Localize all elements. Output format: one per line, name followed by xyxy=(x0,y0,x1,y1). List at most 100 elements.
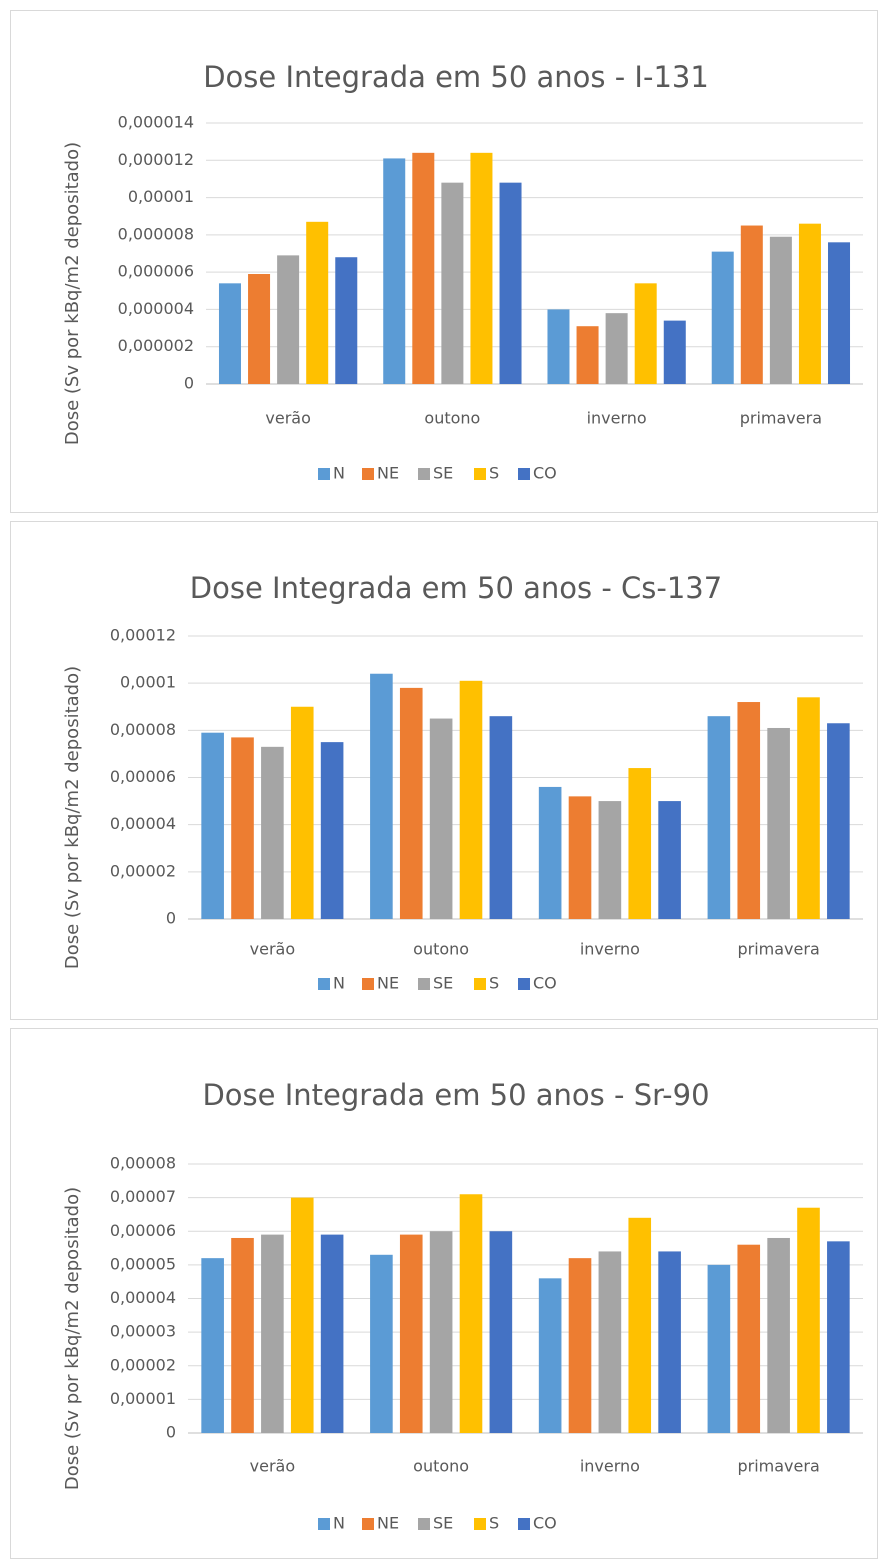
y-tick-label: 0,00008 xyxy=(110,1154,176,1173)
y-tick-label: 0,00004 xyxy=(110,1288,176,1307)
bar xyxy=(827,1241,850,1433)
bar xyxy=(767,1237,790,1433)
bar xyxy=(798,223,821,384)
y-tick-label: 0,000008 xyxy=(118,224,194,243)
bar xyxy=(605,313,628,384)
bar xyxy=(459,1194,483,1433)
legend-swatch xyxy=(362,978,374,990)
y-tick-label: 0,000014 xyxy=(118,113,194,132)
legend-swatch xyxy=(418,978,430,990)
bar xyxy=(201,732,224,919)
bar xyxy=(576,326,599,384)
legend-swatch xyxy=(518,1518,530,1530)
legend-label: NE xyxy=(377,1514,399,1533)
y-tick-label: 0 xyxy=(166,1423,176,1442)
y-tick-label: 0,000006 xyxy=(118,262,194,281)
x-tick-label: inverno xyxy=(587,409,647,428)
bar xyxy=(568,1258,592,1433)
y-tick-label: 0 xyxy=(166,909,176,928)
chart: Dose Integrada em 50 anos - I-131 Dose (S… xyxy=(62,60,863,483)
x-tick-label: inverno xyxy=(580,940,640,959)
y-tick-label: 0,00004 xyxy=(110,814,176,833)
x-tick-label: outono xyxy=(424,409,480,428)
chart-panel: Dose Integrada em 50 anos - Cs-137 Dose (… xyxy=(10,521,878,1020)
bar xyxy=(827,723,850,919)
chart: Dose Integrada em 50 anos - Sr-90 Dose (S… xyxy=(62,1078,863,1533)
bar xyxy=(711,251,734,384)
bar xyxy=(412,152,435,384)
bar xyxy=(568,796,592,919)
bar xyxy=(218,283,241,384)
y-tick-label: 0,00006 xyxy=(110,1221,176,1240)
bar xyxy=(429,1231,453,1433)
x-tick-label: inverno xyxy=(580,1457,640,1476)
bar xyxy=(737,702,761,919)
bar xyxy=(370,673,393,919)
bar xyxy=(499,182,522,384)
y-tick-label: 0,00001 xyxy=(110,1389,176,1408)
bar xyxy=(489,716,513,919)
legend-label: SE xyxy=(433,464,453,483)
bar xyxy=(370,1254,393,1433)
bar xyxy=(335,257,358,384)
bar xyxy=(201,1258,224,1433)
y-tick-label: 0,0001 xyxy=(120,673,176,692)
bar xyxy=(797,1207,820,1433)
y-tick-label: 0,00002 xyxy=(110,861,176,880)
legend-swatch xyxy=(474,1518,486,1530)
legend-swatch xyxy=(418,1518,430,1530)
bar xyxy=(663,320,686,384)
bar xyxy=(231,1237,254,1433)
bar xyxy=(707,1264,731,1433)
legend-label: N xyxy=(333,1514,345,1533)
legend-label: CO xyxy=(533,1514,557,1533)
legend-swatch xyxy=(474,468,486,480)
bar xyxy=(598,801,622,919)
bar xyxy=(489,1231,513,1433)
bar xyxy=(538,1278,562,1433)
legend-label: CO xyxy=(533,974,557,993)
bar xyxy=(767,727,790,919)
y-axis-title: Dose (Sv por kBq/m2 depositado) xyxy=(62,142,83,445)
chart-panel: Dose Integrada em 50 anos - I-131 Dose (S… xyxy=(10,10,878,513)
x-tick-label: verão xyxy=(250,1457,295,1476)
legend-swatch xyxy=(318,978,330,990)
bar xyxy=(231,737,254,919)
bar xyxy=(399,687,423,919)
chart-title: Dose Integrada em 50 anos - I-131 xyxy=(203,60,709,94)
bar xyxy=(277,255,300,384)
legend-swatch xyxy=(318,468,330,480)
bar xyxy=(320,742,344,919)
legend-swatch xyxy=(318,1518,330,1530)
legend-label: CO xyxy=(533,464,557,483)
bar xyxy=(628,768,652,919)
legend-swatch xyxy=(474,978,486,990)
x-tick-label: primavera xyxy=(740,409,822,428)
y-tick-label: 0,00001 xyxy=(128,187,194,206)
bar xyxy=(828,242,851,384)
y-tick-label: 0,00012 xyxy=(110,626,176,645)
bar xyxy=(598,1251,622,1433)
legend-label: SE xyxy=(433,1514,453,1533)
y-axis-title: Dose (Sv por kBq/m2 depositado) xyxy=(62,666,83,969)
legend-swatch xyxy=(362,1518,374,1530)
legend-label: NE xyxy=(377,974,399,993)
bar xyxy=(306,221,329,384)
bar xyxy=(383,158,406,384)
y-tick-label: 0,00008 xyxy=(110,720,176,739)
chart-panel: Dose Integrada em 50 anos - Sr-90 Dose (S… xyxy=(10,1028,878,1559)
bar xyxy=(628,1217,652,1433)
bar xyxy=(459,680,483,919)
x-tick-label: verão xyxy=(265,409,310,428)
bar xyxy=(399,1234,423,1433)
x-tick-label: outono xyxy=(413,1457,469,1476)
bar xyxy=(547,309,570,384)
legend-label: N xyxy=(333,464,345,483)
legend-swatch xyxy=(418,468,430,480)
chart-title: Dose Integrada em 50 anos - Cs-137 xyxy=(190,571,722,605)
y-tick-label: 0,000002 xyxy=(118,336,194,355)
legend-label: S xyxy=(489,464,499,483)
y-tick-label: 0,000004 xyxy=(118,299,194,318)
x-tick-label: outono xyxy=(413,940,469,959)
